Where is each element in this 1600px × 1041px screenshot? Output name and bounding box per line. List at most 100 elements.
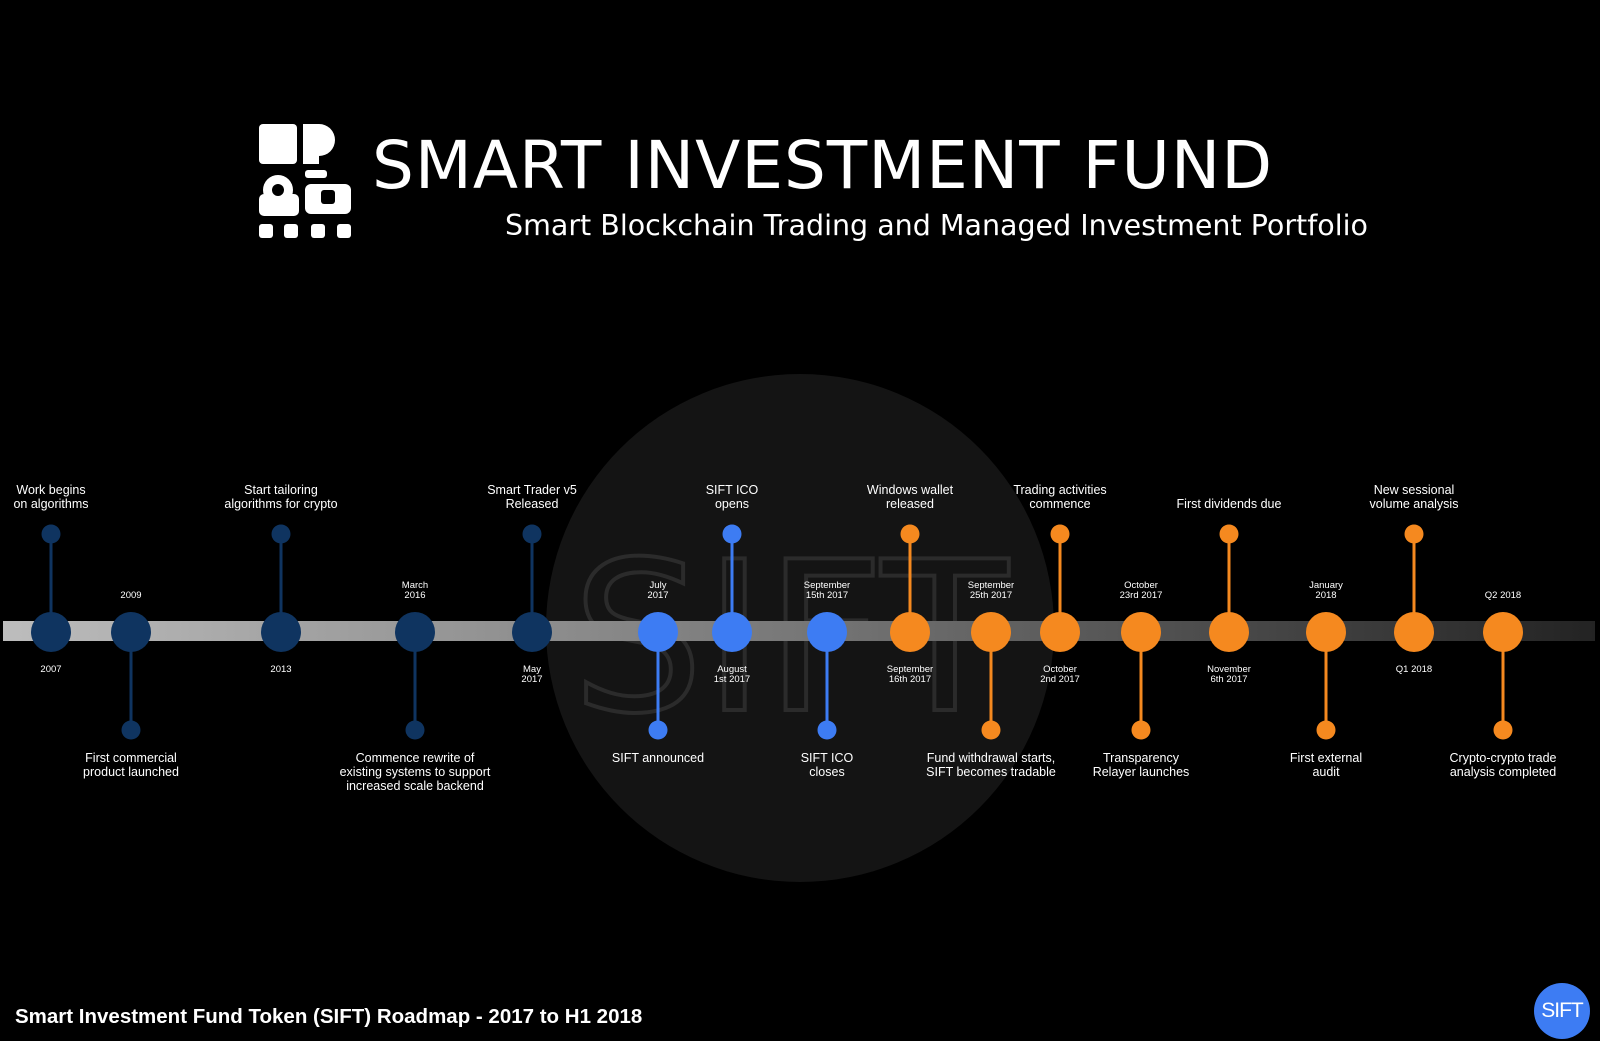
milestone-date-label-line: 2013 — [270, 664, 291, 675]
milestone-event-dot — [981, 720, 1001, 740]
milestone-event-dot — [405, 720, 425, 740]
milestone-date-label-line: 23rd 2017 — [1120, 590, 1163, 601]
milestone-date-label-line: 1st 2017 — [714, 674, 750, 685]
milestone-event-label-line: opens — [715, 497, 749, 511]
brand-tagline: Smart Blockchain Trading and Managed Inv… — [505, 209, 1368, 242]
milestone-event-label-line: algorithms for crypto — [224, 497, 337, 511]
milestone-event-label: Start tailoring algorithms for crypto — [224, 483, 337, 511]
milestone-event-dot — [1131, 720, 1151, 740]
milestone-date-label-line: 25th 2017 — [970, 590, 1012, 601]
milestone-event-label: Fund withdrawal starts, SIFT becomes trad… — [926, 751, 1056, 779]
milestone-event-dot — [817, 720, 837, 740]
milestone-event-label-line: SIFT ICO — [706, 483, 759, 497]
milestone-date-label-line: 6th 2017 — [1211, 674, 1248, 685]
milestone-date-label-line: November — [1207, 664, 1251, 675]
milestone-date-label-line: 2017 — [521, 674, 542, 685]
milestone-event-dot — [1316, 720, 1336, 740]
milestone-event-label: Work begins on algorithms — [13, 483, 88, 511]
milestone-event-label: Commence rewrite of existing systems to s… — [340, 751, 491, 793]
milestone-event-label: Windows wallet released — [867, 483, 954, 511]
milestone-date-label: September 25th 2017 — [968, 580, 1014, 601]
milestone-event-label-line: product launched — [83, 765, 179, 779]
milestone-event-label-line: on algorithms — [13, 497, 88, 511]
milestone-event-label: SIFT ICO closes — [801, 751, 854, 779]
milestone-event-label: New sessional volume analysis — [1370, 483, 1459, 511]
milestone-date-label: March 2016 — [402, 580, 428, 601]
milestone-date-label-line: March — [402, 580, 428, 591]
milestone-date-label: September 16th 2017 — [887, 664, 933, 685]
milestone-event-label: Trading activities commence — [1013, 483, 1106, 511]
milestone-event-label: First commercial product launched — [83, 751, 179, 779]
milestone-event-dot — [271, 524, 291, 544]
milestone-date-label: 2009 — [120, 590, 141, 601]
milestone-event-label-line: SIFT announced — [612, 751, 704, 765]
milestone-event-label-line: SIFT becomes tradable — [926, 765, 1056, 779]
milestone-date-label-line: October — [1043, 664, 1077, 675]
milestone-node — [1040, 612, 1080, 652]
milestone-node — [1209, 612, 1249, 652]
milestone-event-label-line: increased scale backend — [346, 779, 484, 793]
milestone-event-dot — [1219, 524, 1239, 544]
milestone-event-label-line: Fund withdrawal starts, — [927, 751, 1056, 765]
milestone-event-label-line: Transparency — [1103, 751, 1180, 765]
milestone-date-label: October 23rd 2017 — [1120, 580, 1163, 601]
milestone-event-label-line: Start tailoring — [244, 483, 318, 497]
milestones-layer: Work begins on algorithms 2007 First commer… — [13, 483, 1556, 793]
milestone-node — [512, 612, 552, 652]
milestone-date-label: May 2017 — [521, 664, 542, 685]
sift-logo — [259, 124, 351, 238]
milestone-date-label-line: August — [717, 664, 747, 675]
milestone-date-label-line: July — [650, 580, 667, 591]
milestone-date-label-line: 2nd 2017 — [1040, 674, 1080, 685]
milestone-event-dot — [648, 720, 668, 740]
milestone-date-label: July 2017 — [647, 580, 668, 601]
milestone-date-label-line: 2009 — [120, 590, 141, 601]
milestone-event-label: First external audit — [1290, 751, 1362, 779]
milestone-node — [395, 612, 435, 652]
milestone-date-label-line: 15th 2017 — [806, 590, 848, 601]
milestone-date-label-line: May — [523, 664, 541, 675]
milestone-date-label: November 6th 2017 — [1207, 664, 1251, 685]
milestone-date-label-line: January — [1309, 580, 1343, 591]
sift-badge: SIFT — [1534, 983, 1590, 1039]
milestone-event-label-line: First commercial — [85, 751, 177, 765]
milestone-date-label: Q1 2018 — [1396, 664, 1432, 675]
milestone-event-dot — [722, 524, 742, 544]
timeline-bar — [3, 621, 1595, 641]
milestone-date-label: 2013 — [270, 664, 291, 675]
milestone-event-label-line: Windows wallet — [867, 483, 954, 497]
milestone-event-label-line: commence — [1029, 497, 1090, 511]
milestone-date-label: Q2 2018 — [1485, 590, 1521, 601]
brand-title: SMART INVESTMENT FUND — [372, 127, 1274, 204]
milestone-date-label: August 1st 2017 — [714, 664, 750, 685]
milestone-event-label-line: Work begins — [16, 483, 85, 497]
milestone-event-label-line: volume analysis — [1370, 497, 1459, 511]
milestone-node — [261, 612, 301, 652]
milestone-node — [971, 612, 1011, 652]
milestone-date-label-line: September — [887, 664, 933, 675]
milestone-event-label-line: analysis completed — [1450, 765, 1556, 779]
milestone-event-dot — [121, 720, 141, 740]
milestone-date-label-line: September — [968, 580, 1014, 591]
milestone-event-label-line: Trading activities — [1013, 483, 1106, 497]
milestone-event-label: Smart Trader v5 Released — [487, 483, 577, 511]
milestone-event-dot — [522, 524, 542, 544]
milestone-date-label-line: September — [804, 580, 850, 591]
milestone-date-label: October 2nd 2017 — [1040, 664, 1080, 685]
milestone-event-label-line: First dividends due — [1177, 497, 1282, 511]
milestone-date-label-line: 2018 — [1315, 590, 1336, 601]
milestone-node — [1394, 612, 1434, 652]
milestone-node — [1306, 612, 1346, 652]
milestone-event-label-line: audit — [1312, 765, 1340, 779]
milestone-event-label-line: Crypto-crypto trade — [1450, 751, 1557, 765]
milestone-event-dot — [1493, 720, 1513, 740]
milestone-event-label-line: First external — [1290, 751, 1362, 765]
milestone-node — [807, 612, 847, 652]
milestone-event-label-line: Released — [506, 497, 559, 511]
milestone-date-label-line: Q2 2018 — [1485, 590, 1521, 601]
milestone-date-label-line: 2007 — [40, 664, 61, 675]
milestone-date-label: January 2018 — [1309, 580, 1343, 601]
milestone-event-label-line: Relayer launches — [1093, 765, 1190, 779]
footer-title: Smart Investment Fund Token (SIFT) Roadm… — [15, 1005, 643, 1028]
milestone-node — [638, 612, 678, 652]
